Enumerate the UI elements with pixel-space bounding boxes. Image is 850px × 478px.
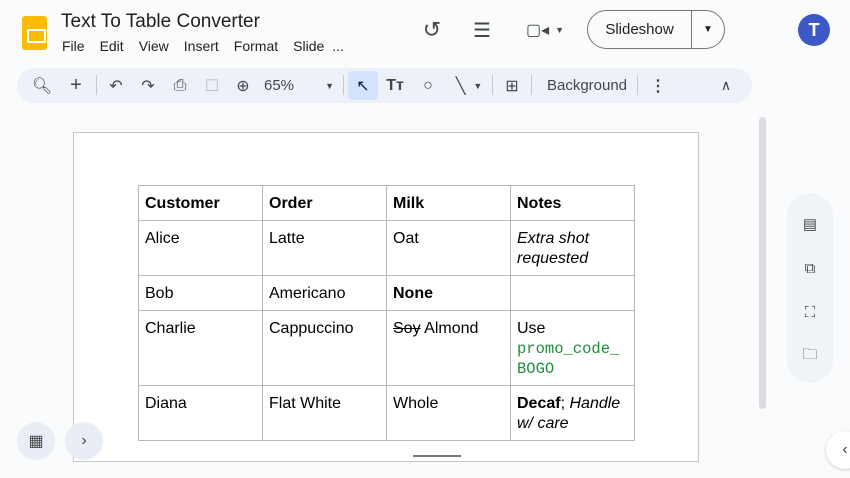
menu-edit[interactable]: Edit xyxy=(99,38,124,54)
text-box-icon[interactable]: Tᴛ xyxy=(386,76,404,94)
text: Almond xyxy=(424,320,479,337)
plus-icon[interactable]: + xyxy=(70,74,82,96)
table-row: Diana Flat White Whole Decaf; Handle w/ … xyxy=(138,385,635,441)
zoom-value: 65% xyxy=(264,77,295,94)
vertical-scrollbar[interactable] xyxy=(759,117,766,409)
layout-icon[interactable]: ▤ xyxy=(802,216,818,233)
slideshow-label[interactable]: Slideshow xyxy=(588,11,692,48)
cell[interactable]: None xyxy=(386,275,511,311)
zoom-icon[interactable]: ⊕ xyxy=(236,77,250,95)
header-cell[interactable]: Order xyxy=(262,185,387,221)
cell[interactable]: Use promo_code_ BOGO xyxy=(510,310,635,386)
menu-more[interactable]: ... xyxy=(332,38,344,54)
paint-format-icon[interactable]: ☐ xyxy=(204,77,220,95)
dropdown-icon: ▼ xyxy=(325,80,334,91)
background-button[interactable]: Background xyxy=(546,77,628,94)
cell[interactable]: Charlie xyxy=(138,310,263,386)
cell[interactable] xyxy=(510,275,635,311)
chevron-left-icon[interactable]: ‹ xyxy=(826,431,850,469)
folder-icon[interactable]: 🗀︎ xyxy=(802,345,818,363)
table-row: Alice Latte Oat Extra shot requested xyxy=(138,220,635,276)
cell[interactable]: Decaf; Handle w/ care xyxy=(510,385,635,441)
menu-file[interactable]: File xyxy=(62,38,85,54)
divider xyxy=(96,75,97,95)
menu-insert[interactable]: Insert xyxy=(183,38,219,54)
comment-add-icon[interactable]: ⊞ xyxy=(505,77,519,95)
cell[interactable]: Diana xyxy=(138,385,263,441)
cell[interactable]: Alice xyxy=(138,220,263,276)
toolbar: 🔍︎ + ↶ ↷ ⎙ ☐ ⊕ 65% ▼ ↖ Tᴛ ○ ╲ ▼ ⊞ Backgrou… xyxy=(17,68,752,103)
cell[interactable]: Extra shot requested xyxy=(510,220,635,276)
header-cell[interactable]: Customer xyxy=(138,185,263,221)
cell[interactable]: Bob xyxy=(138,275,263,311)
cell[interactable]: Soy Almond xyxy=(386,310,511,386)
print-icon[interactable]: ⎙ xyxy=(173,76,187,94)
cell[interactable]: Americano xyxy=(262,275,387,311)
slideshow-dropdown-icon[interactable]: ▼ xyxy=(703,24,713,35)
code-text: promo_code_ BOGO xyxy=(517,340,620,378)
menu-view[interactable]: View xyxy=(138,38,169,54)
undo-icon[interactable]: ↶ xyxy=(109,77,123,95)
photos-icon[interactable]: ⧉ xyxy=(804,259,816,277)
struck-text: Soy xyxy=(393,320,421,337)
history-icon[interactable]: ↺ xyxy=(422,17,442,42)
more-vert-icon[interactable]: ⋮ xyxy=(650,77,666,95)
table-row: Charlie Cappuccino Soy Almond Use promo_c… xyxy=(138,310,635,386)
header-cell[interactable]: Milk xyxy=(386,185,511,221)
chevron-right-icon[interactable]: › xyxy=(65,422,103,460)
image-search-icon[interactable]: ⛶ xyxy=(804,303,816,321)
speaker-notes-handle[interactable] xyxy=(413,455,461,457)
comments-icon[interactable]: ☰ xyxy=(473,19,491,42)
table-row: Bob Americano None xyxy=(138,275,635,311)
text: Use xyxy=(517,320,546,337)
bold-text: Decaf xyxy=(517,395,561,412)
divider xyxy=(492,75,493,95)
select-cursor-icon[interactable]: ↖ xyxy=(348,71,378,100)
slides-logo[interactable] xyxy=(22,16,47,50)
document-title[interactable]: Text To Table Converter xyxy=(61,11,260,32)
shape-icon[interactable]: ○ xyxy=(423,76,433,94)
slideshow-button[interactable]: Slideshow ▼ xyxy=(587,10,725,49)
redo-icon[interactable]: ↷ xyxy=(141,77,155,95)
menu-bar: File Edit View Insert Format Slide ... xyxy=(62,38,359,54)
meet-icon[interactable]: ▢◂ ▼ xyxy=(525,22,565,39)
header-cell[interactable]: Notes xyxy=(510,185,635,221)
collapse-icon[interactable]: ∧ xyxy=(720,77,732,93)
avatar[interactable]: T xyxy=(798,14,830,46)
menu-format[interactable]: Format xyxy=(233,38,279,54)
data-table[interactable]: Customer Order Milk Notes Alice Latte Oa… xyxy=(138,185,635,441)
line-icon[interactable]: ╲ ▼ xyxy=(455,77,483,95)
menu-slide[interactable]: Slide xyxy=(293,38,325,54)
grid-view-icon[interactable]: ▦ xyxy=(17,422,55,460)
zoom-select[interactable]: 65% ▼ xyxy=(264,68,334,103)
cell[interactable]: Whole xyxy=(386,385,511,441)
cell[interactable]: Latte xyxy=(262,220,387,276)
table-header-row: Customer Order Milk Notes xyxy=(138,185,635,221)
side-panel: ▤ ⧉ ⛶ 🗀︎ xyxy=(787,193,833,383)
cell[interactable]: Flat White xyxy=(262,385,387,441)
divider xyxy=(637,75,638,95)
divider xyxy=(531,75,532,95)
cell[interactable]: Cappuccino xyxy=(262,310,387,386)
search-icon[interactable]: 🔍︎ xyxy=(31,77,53,95)
divider xyxy=(343,75,344,95)
cell[interactable]: Oat xyxy=(386,220,511,276)
text: ; xyxy=(560,395,566,412)
italic-text: Handle w/ care xyxy=(517,395,621,432)
